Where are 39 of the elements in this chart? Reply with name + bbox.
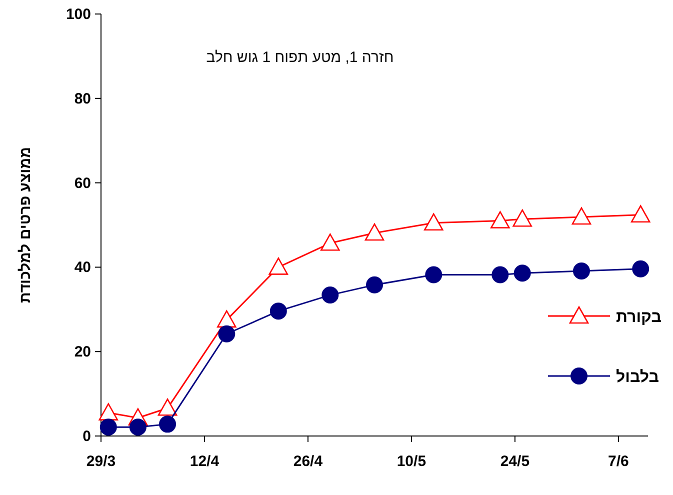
x-tick-label: 26/4 <box>293 453 324 470</box>
point <box>129 418 146 436</box>
point <box>632 260 650 278</box>
point <box>159 416 176 433</box>
point <box>270 302 287 320</box>
point <box>100 418 117 436</box>
y-tick-label: 80 <box>74 90 91 108</box>
point <box>492 266 509 284</box>
point <box>218 325 236 342</box>
point <box>322 286 339 304</box>
point <box>320 233 340 251</box>
point <box>572 207 592 225</box>
point <box>490 211 510 228</box>
point <box>268 258 288 275</box>
legend-label: בקורת <box>616 309 662 326</box>
x-tick-label: 29/3 <box>86 453 116 470</box>
point <box>572 262 590 280</box>
y-tick-label: 60 <box>74 174 91 192</box>
text: חזרה 1, מטע תפוח 1 גוש חלב <box>206 49 394 66</box>
legend-label: בלבול <box>616 368 659 386</box>
point <box>630 205 650 223</box>
point <box>217 310 236 328</box>
point <box>366 276 383 294</box>
x-tick-label: 7/6 <box>608 453 629 470</box>
x-tick-label: 12/4 <box>190 453 220 470</box>
point <box>512 209 532 227</box>
y-tick-label: 100 <box>66 6 91 23</box>
point <box>364 223 384 241</box>
y-axis-title: ממוצע פרטים למלכודת <box>17 147 34 303</box>
x-tick-label: 10/5 <box>396 453 426 470</box>
point <box>425 266 442 284</box>
point <box>158 398 178 416</box>
y-tick-label: 20 <box>74 344 91 361</box>
y-tick-label: 40 <box>74 259 91 276</box>
y-tick-label: 0 <box>82 428 91 445</box>
point <box>98 403 118 420</box>
point <box>514 264 531 282</box>
point <box>424 213 444 231</box>
x-tick-label: 24/5 <box>500 453 530 470</box>
